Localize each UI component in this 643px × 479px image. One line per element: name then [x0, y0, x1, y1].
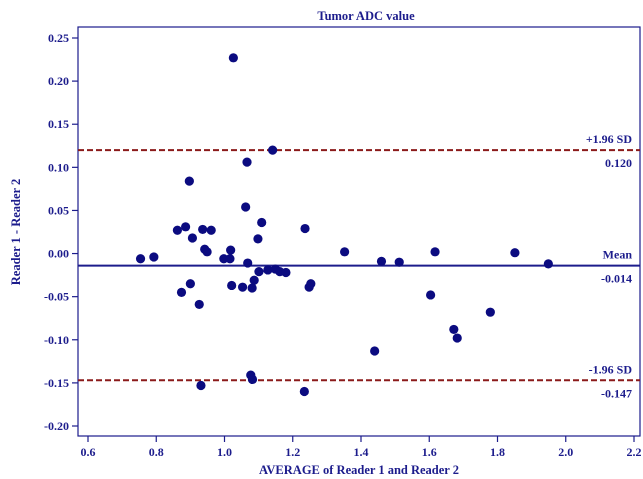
data-point	[237, 282, 248, 292]
y-tick-label: 0.00	[48, 247, 69, 261]
reference-line-value: 0.120	[605, 156, 632, 170]
data-point	[543, 259, 553, 269]
y-tick-label: -0.20	[44, 419, 69, 433]
x-tick-label: 0.6	[81, 445, 96, 459]
data-point	[247, 374, 258, 385]
data-point	[263, 265, 273, 275]
data-point	[394, 257, 404, 267]
y-tick-label: 0.20	[48, 74, 69, 88]
data-point	[340, 247, 350, 257]
data-point	[206, 225, 216, 235]
data-point	[176, 287, 187, 297]
reference-line-value: -0.147	[601, 386, 632, 400]
x-tick-label: 1.6	[422, 445, 437, 459]
x-tick-label: 1.4	[354, 445, 369, 459]
y-tick-label: -0.15	[44, 376, 69, 390]
data-point	[376, 256, 387, 266]
data-point	[149, 252, 159, 262]
x-tick-label: 1.0	[217, 445, 232, 459]
data-point	[485, 307, 495, 317]
data-point	[510, 248, 520, 258]
data-point	[226, 245, 236, 255]
data-point	[196, 380, 206, 391]
data-point	[430, 247, 440, 257]
x-tick-label: 0.8	[149, 445, 164, 459]
reference-line-label: +1.96 SD	[586, 132, 633, 146]
y-axis-ticks: 0.25 0.20 0.15 0.10 0.05 0.00 -0.05 -0.10 -0.15 -…	[44, 31, 78, 433]
x-tick-label: 1.2	[285, 445, 300, 459]
data-point	[198, 224, 208, 235]
y-tick-label: 0.05	[48, 203, 69, 217]
data-point	[135, 254, 146, 264]
data-point	[268, 145, 278, 155]
data-point	[426, 290, 436, 300]
data-point	[241, 202, 251, 212]
data-point	[300, 223, 310, 234]
y-tick-label: 0.10	[48, 160, 69, 174]
data-point	[227, 280, 237, 291]
data-points	[135, 53, 553, 397]
y-tick-label: 0.15	[48, 117, 69, 131]
reference-line-label: -1.96 SD	[589, 362, 633, 376]
data-point	[249, 275, 259, 285]
x-tick-label: 1.8	[490, 445, 505, 459]
y-tick-label: -0.10	[44, 333, 69, 347]
reference-lines: +1.96 SD 0.120 Mean -0.014 -1.96 SD -0.147	[78, 132, 640, 400]
data-point	[247, 283, 257, 293]
reference-line-label: Mean	[603, 248, 633, 262]
data-point	[449, 324, 459, 335]
data-point	[225, 254, 235, 264]
data-point	[184, 176, 194, 186]
data-point	[185, 279, 195, 289]
data-point	[299, 386, 309, 397]
reference-line-value: -0.014	[601, 272, 632, 286]
x-axis-title: AVERAGE of Reader 1 and Reader 2	[259, 463, 459, 477]
data-point	[253, 234, 263, 244]
data-point	[172, 225, 183, 235]
data-point	[242, 157, 252, 167]
data-point	[281, 267, 291, 278]
plot-frame	[77, 26, 641, 437]
data-point	[180, 222, 191, 232]
data-point	[306, 279, 316, 289]
data-point	[187, 233, 198, 243]
x-tick-label: 2.2	[627, 445, 642, 459]
data-point	[194, 299, 204, 310]
data-point	[243, 258, 253, 268]
x-tick-label: 2.0	[558, 445, 573, 459]
data-point	[257, 217, 267, 228]
y-tick-label: -0.05	[44, 290, 69, 304]
x-axis-ticks: 0.6 0.8 1.0 1.2 1.4 1.6 1.8 2.0 2.2	[81, 436, 642, 459]
y-tick-label: 0.25	[48, 31, 69, 45]
data-point	[228, 53, 238, 63]
data-point	[202, 247, 212, 257]
data-point	[452, 333, 462, 343]
data-point	[370, 346, 380, 356]
chart-title: Tumor ADC value	[317, 9, 415, 23]
y-axis-title: Reader 1 - Reader 2	[9, 179, 23, 285]
data-point	[254, 267, 264, 277]
